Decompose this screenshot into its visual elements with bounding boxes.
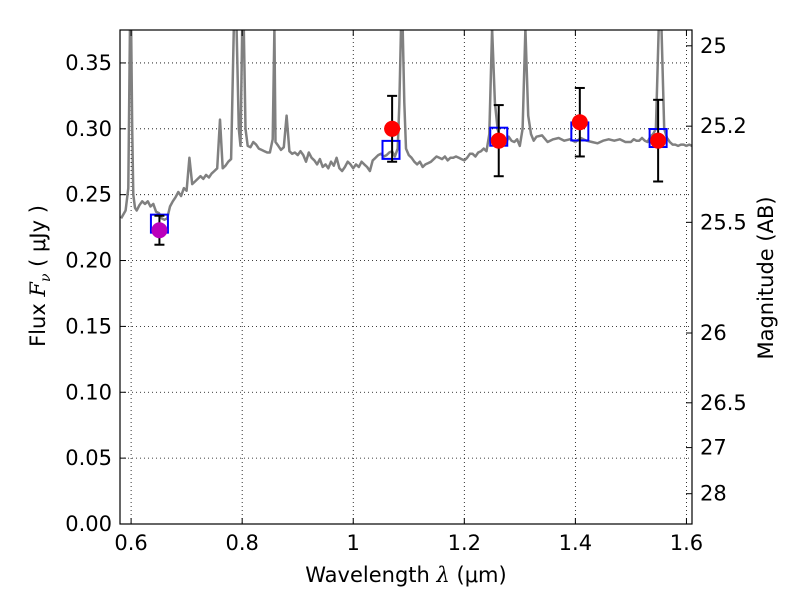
observed-flux-point [571, 114, 588, 131]
y-tick-label: 0.10 [65, 380, 112, 404]
x-axis-label-symbol: λ [436, 563, 450, 587]
right-tick-label: 26.5 [700, 391, 747, 415]
y-tick-label: 0.15 [65, 314, 112, 338]
x-tick-label: 1.6 [670, 531, 703, 555]
y-tick-label: 0.20 [65, 249, 112, 273]
x-tick-label: 0.8 [225, 531, 258, 555]
observed-flux-point [490, 132, 507, 149]
x-tick-label: 1 [347, 531, 360, 555]
y-tick-label: 0.00 [65, 512, 112, 536]
right-tick-label: 25.5 [700, 210, 747, 234]
x-axis-label-suffix: (μm) [450, 563, 507, 587]
x-tick-label: 0.6 [114, 531, 147, 555]
x-axis-label: Wavelength λ (μm) [305, 563, 506, 587]
y-axis-label-prefix: Flux [26, 297, 50, 347]
x-tick-label: 1.4 [559, 531, 592, 555]
right-tick-label: 25.2 [700, 114, 747, 138]
y-tick-label: 0.25 [65, 183, 112, 207]
model-photometry-box [381, 139, 401, 160]
x-axis-label-prefix: Wavelength [305, 563, 436, 587]
grid-lines [120, 30, 692, 525]
observed-flux-point [384, 120, 401, 137]
axis-ticks: 0.6 0.8 1 1.2 1.4 1.6 0.00 0.05 0.10 0.15 0.20 0.25… [65, 30, 747, 555]
y-axis-label-symbol: F [26, 281, 50, 298]
model-spectrum-line [120, 30, 692, 221]
y-axis-label: Flux Fν ( μJy ) [26, 205, 54, 347]
right-axis-label: Magnitude (AB) [754, 196, 778, 359]
y-tick-label: 0.05 [65, 446, 112, 470]
x-tick-label: 1.2 [448, 531, 481, 555]
observed-flux-point [650, 132, 667, 149]
y-tick-label: 0.30 [65, 117, 112, 141]
y-axis-label-subscript: ν [38, 273, 54, 282]
observed-flux-point [151, 222, 168, 239]
right-tick-label: 27 [700, 436, 727, 460]
right-tick-label: 26 [700, 321, 727, 345]
y-axis-label-suffix: ( μJy ) [26, 205, 50, 273]
right-tick-label: 28 [700, 482, 727, 506]
plot-frame [119, 29, 693, 525]
plot-area [120, 30, 692, 246]
right-tick-label: 25 [700, 34, 727, 58]
y-tick-label: 0.35 [65, 51, 112, 75]
